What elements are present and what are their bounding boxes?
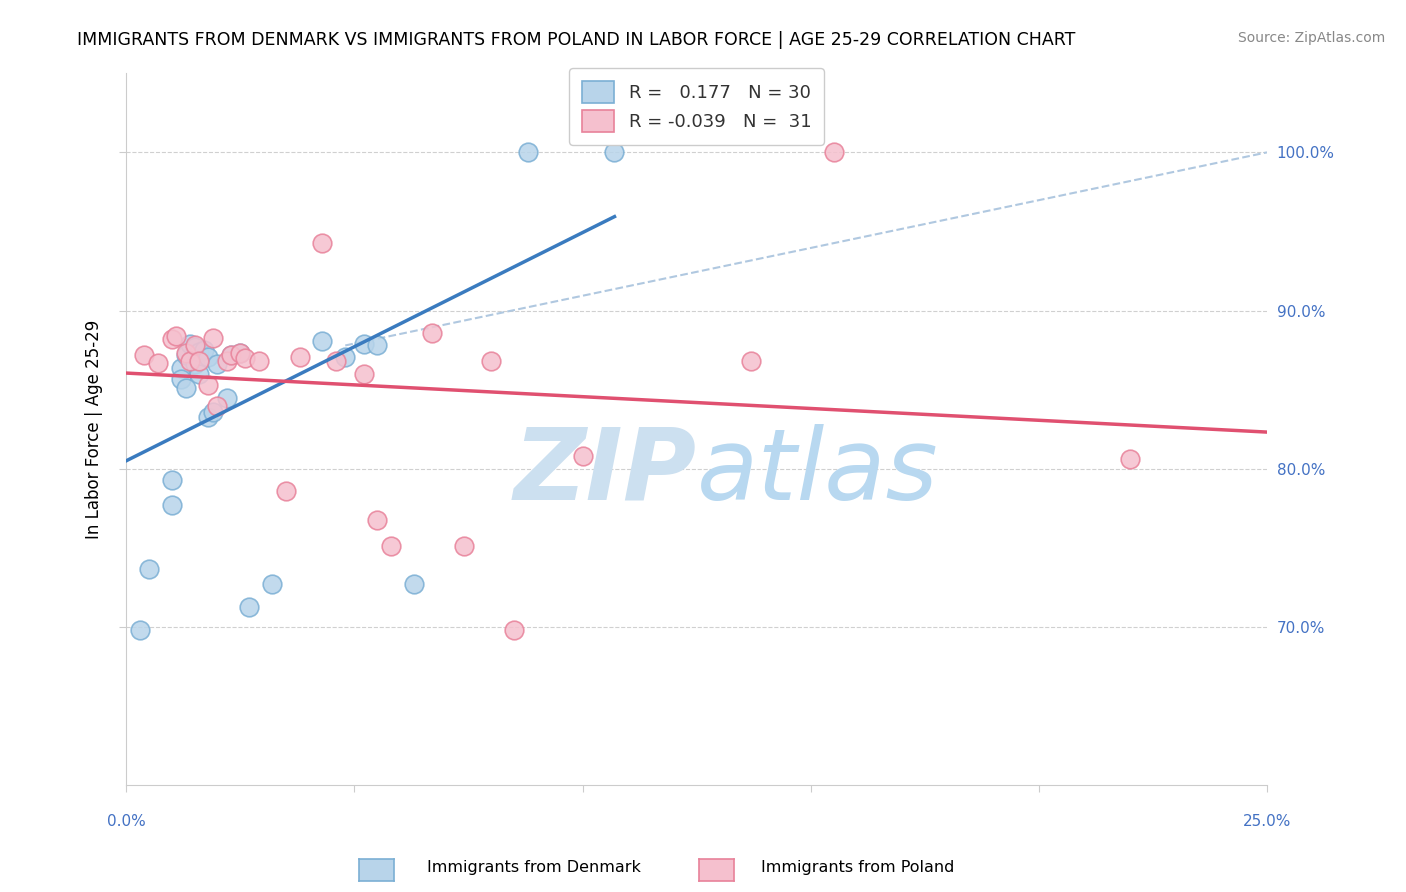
Point xyxy=(160,473,183,487)
Point xyxy=(311,334,333,348)
Point xyxy=(479,354,502,368)
Point xyxy=(603,145,626,160)
Point xyxy=(325,354,347,368)
Point xyxy=(453,540,475,554)
Point xyxy=(402,577,425,591)
Text: IMMIGRANTS FROM DENMARK VS IMMIGRANTS FROM POLAND IN LABOR FORCE | AGE 25-29 COR: IMMIGRANTS FROM DENMARK VS IMMIGRANTS FR… xyxy=(77,31,1076,49)
Point xyxy=(179,354,201,368)
Point xyxy=(183,338,205,352)
Point xyxy=(353,337,375,351)
Point xyxy=(197,409,219,424)
Point xyxy=(134,348,156,362)
Legend: R =   0.177   N = 30, R = -0.039   N =  31: R = 0.177 N = 30, R = -0.039 N = 31 xyxy=(569,68,824,145)
Point xyxy=(193,343,215,358)
Point xyxy=(183,340,205,354)
Point xyxy=(823,145,845,160)
Point xyxy=(274,484,297,499)
Point xyxy=(740,354,762,368)
Text: 0.0%: 0.0% xyxy=(107,814,146,829)
Text: ZIP: ZIP xyxy=(513,424,696,521)
Point xyxy=(174,346,197,360)
Point xyxy=(219,348,242,362)
Point xyxy=(1119,452,1142,467)
Point xyxy=(207,399,229,413)
Point xyxy=(229,346,252,360)
Point xyxy=(201,405,224,419)
Point xyxy=(215,354,238,368)
Point xyxy=(207,358,229,372)
Point xyxy=(138,561,160,575)
Point xyxy=(247,354,270,368)
Point xyxy=(160,332,183,346)
Point xyxy=(188,354,211,368)
Point xyxy=(179,337,201,351)
Point xyxy=(366,338,388,352)
Point xyxy=(219,348,242,362)
Text: Immigrants from Poland: Immigrants from Poland xyxy=(761,860,955,874)
Y-axis label: In Labor Force | Age 25-29: In Labor Force | Age 25-29 xyxy=(86,319,103,539)
Point xyxy=(188,344,211,359)
Point xyxy=(188,367,211,381)
Point xyxy=(516,145,538,160)
Point xyxy=(238,599,260,614)
Point xyxy=(353,367,375,381)
Text: atlas: atlas xyxy=(696,424,938,521)
Point xyxy=(170,372,193,386)
Point xyxy=(201,330,224,344)
Point xyxy=(215,391,238,405)
Text: 25.0%: 25.0% xyxy=(1243,814,1291,829)
Point xyxy=(160,499,183,513)
Point xyxy=(288,350,311,364)
Point xyxy=(229,346,252,360)
Point xyxy=(503,624,526,638)
Point xyxy=(571,449,593,463)
Point xyxy=(174,348,197,362)
Point xyxy=(146,356,169,370)
Point xyxy=(311,235,333,250)
Point xyxy=(183,358,205,372)
Text: Source: ZipAtlas.com: Source: ZipAtlas.com xyxy=(1237,31,1385,45)
Point xyxy=(165,329,187,343)
Point xyxy=(420,326,443,340)
Point xyxy=(174,381,197,395)
Point xyxy=(335,350,357,364)
Point xyxy=(197,350,219,364)
Point xyxy=(366,512,388,526)
Point xyxy=(380,540,402,554)
Point xyxy=(129,624,152,638)
Point xyxy=(233,351,256,365)
Point xyxy=(262,577,284,591)
Point xyxy=(197,378,219,392)
Text: Immigrants from Denmark: Immigrants from Denmark xyxy=(427,860,641,874)
Point xyxy=(170,360,193,375)
